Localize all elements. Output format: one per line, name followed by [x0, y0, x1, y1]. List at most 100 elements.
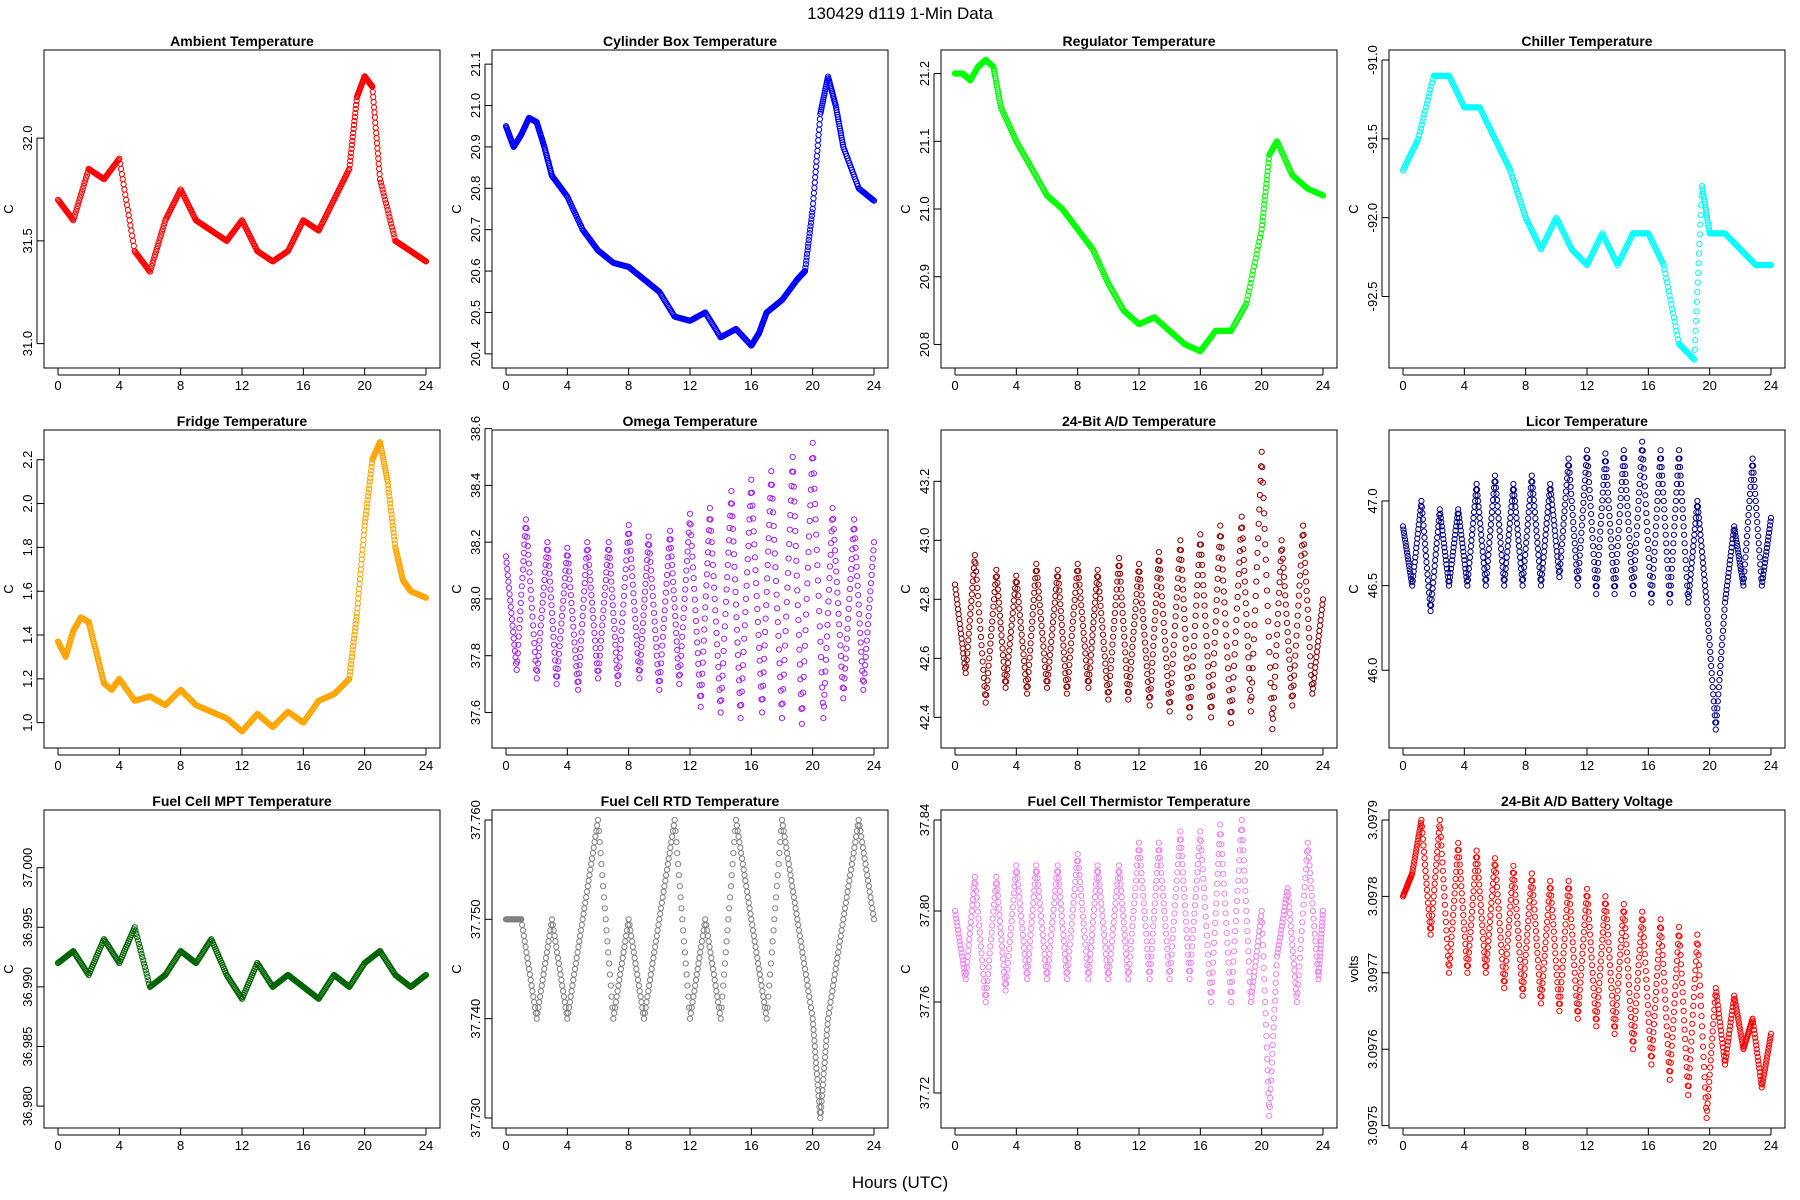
data-point	[1587, 495, 1594, 502]
data-point	[693, 628, 700, 635]
data-point	[1051, 599, 1058, 606]
data-point	[519, 574, 526, 582]
data-point	[350, 121, 358, 129]
data-point	[513, 666, 520, 674]
data-point	[1098, 610, 1105, 617]
y-tick-label: 2.2	[20, 451, 35, 469]
data-point	[730, 551, 738, 558]
data-point	[833, 568, 840, 575]
data-point	[733, 614, 740, 621]
data-point	[1720, 620, 1727, 627]
data-point	[1230, 674, 1237, 681]
data-point	[1550, 517, 1557, 524]
data-point	[813, 546, 820, 554]
data-point	[1161, 637, 1169, 644]
data-point	[803, 595, 810, 603]
data-point	[1695, 269, 1702, 276]
data-point	[809, 205, 816, 213]
data-point	[613, 657, 620, 664]
data-point	[854, 573, 861, 580]
data-point	[1119, 610, 1126, 617]
data-point	[553, 681, 560, 688]
data-point	[1190, 643, 1197, 650]
data-point	[373, 140, 381, 147]
data-point	[1030, 596, 1037, 604]
data-point	[1486, 533, 1494, 540]
data-point	[843, 645, 850, 652]
data-point	[720, 660, 727, 667]
data-point	[374, 145, 381, 152]
data-point	[71, 214, 78, 221]
data-point	[694, 650, 701, 657]
data-point	[1618, 487, 1625, 494]
data-point	[1113, 594, 1120, 601]
data-point	[1077, 595, 1084, 602]
plot-frame	[43, 429, 441, 749]
data-point	[980, 666, 987, 673]
data-point	[1418, 121, 1425, 128]
data-point	[620, 601, 627, 608]
data-point	[744, 556, 751, 563]
data-point	[1276, 579, 1283, 586]
data-point	[1110, 625, 1117, 632]
data-point	[1254, 549, 1261, 556]
data-point	[1241, 567, 1248, 574]
data-point	[1150, 642, 1157, 650]
data-point	[586, 569, 593, 576]
data-point	[1259, 217, 1266, 225]
data-point	[1038, 622, 1045, 630]
x-tick-label: 12	[1580, 758, 1594, 773]
data-point	[1294, 622, 1301, 629]
data-point	[1741, 561, 1749, 568]
x-tick-label: 12	[1132, 378, 1146, 393]
data-point	[836, 120, 843, 128]
data-point	[589, 607, 596, 614]
data-point	[1188, 683, 1195, 691]
data-point	[1533, 527, 1540, 534]
data-point	[1244, 643, 1252, 650]
data-point	[1754, 519, 1761, 526]
data-point	[995, 592, 1002, 600]
data-point	[503, 559, 510, 566]
data-point	[1266, 664, 1274, 671]
data-point	[1680, 523, 1687, 530]
data-point	[1201, 602, 1208, 609]
data-point	[1018, 631, 1025, 638]
data-point	[808, 212, 815, 219]
data-point	[1071, 596, 1078, 604]
data-point	[1088, 645, 1095, 652]
data-point	[806, 533, 813, 540]
data-point	[1705, 620, 1712, 627]
y-tick-label: 20.6	[468, 258, 483, 283]
data-point	[1263, 180, 1270, 187]
data-point	[1131, 613, 1138, 620]
data-point	[1203, 632, 1210, 640]
data-point	[805, 240, 812, 247]
data-point	[816, 126, 823, 133]
data-point	[1271, 684, 1278, 691]
data-point	[757, 670, 764, 677]
data-point	[1614, 543, 1621, 550]
data-point	[743, 582, 750, 589]
data-point	[1211, 650, 1218, 657]
data-point	[609, 594, 616, 601]
data-point	[1571, 540, 1578, 547]
data-point	[1238, 513, 1245, 520]
data-point	[1652, 531, 1659, 538]
data-point	[1580, 492, 1588, 499]
x-tick-label: 4	[564, 758, 571, 773]
data-point	[1253, 251, 1260, 258]
data-point	[957, 625, 964, 632]
data-point	[389, 227, 396, 234]
data-point	[1515, 537, 1522, 544]
x-tick-label: 4	[1013, 378, 1020, 393]
data-point	[844, 625, 851, 632]
data-point	[1030, 604, 1037, 611]
data-point	[502, 553, 510, 560]
data-point	[1125, 696, 1132, 703]
data-point	[803, 611, 810, 618]
data-point	[1551, 527, 1558, 534]
data-point	[1690, 543, 1697, 550]
data-point	[957, 630, 965, 637]
